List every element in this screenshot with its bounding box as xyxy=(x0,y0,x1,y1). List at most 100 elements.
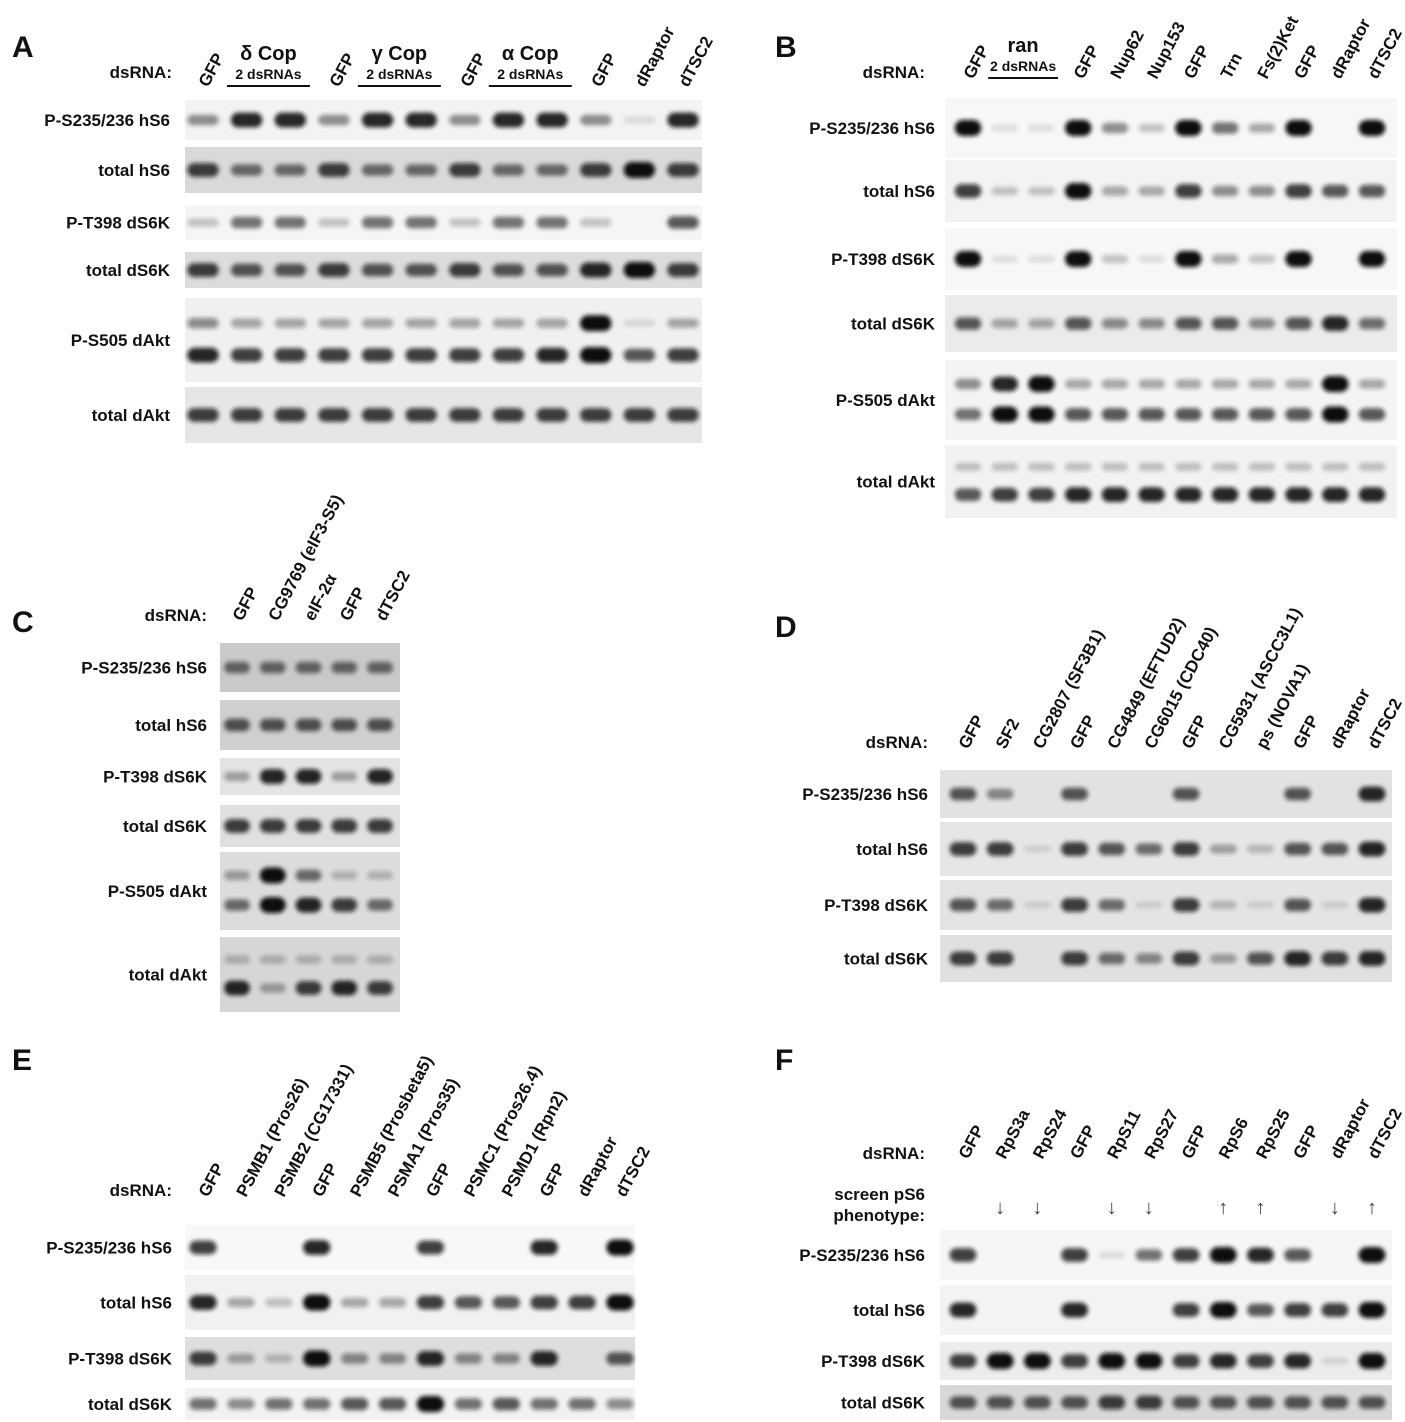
band xyxy=(1247,952,1274,965)
row-label: total hS6 xyxy=(853,1301,925,1320)
blot-strip xyxy=(220,852,400,930)
band xyxy=(492,1353,520,1364)
band xyxy=(1211,487,1239,503)
band xyxy=(991,376,1018,392)
band xyxy=(1322,184,1349,198)
band xyxy=(1098,952,1126,965)
band xyxy=(1321,901,1349,909)
band xyxy=(367,899,393,911)
band xyxy=(367,871,393,880)
band xyxy=(449,318,481,328)
band xyxy=(530,1398,558,1410)
band xyxy=(667,163,699,177)
band xyxy=(1172,1354,1200,1368)
band xyxy=(265,1398,293,1410)
band xyxy=(1209,1396,1237,1409)
band xyxy=(1248,408,1276,421)
band xyxy=(1284,1396,1312,1409)
band xyxy=(1101,487,1129,503)
band xyxy=(580,315,612,332)
band xyxy=(568,1398,596,1410)
blot-strip xyxy=(185,252,702,288)
band xyxy=(536,164,568,176)
row-label: P-S235/236 hS6 xyxy=(799,1246,925,1265)
blot-strip xyxy=(945,98,1397,158)
band xyxy=(1138,379,1165,389)
band xyxy=(224,955,250,964)
row-label: total hS6 xyxy=(856,840,928,859)
band xyxy=(1172,1396,1200,1409)
band xyxy=(1135,901,1163,909)
band xyxy=(1101,254,1129,264)
band xyxy=(259,955,286,964)
band xyxy=(991,255,1018,263)
band xyxy=(303,1350,331,1367)
band xyxy=(1358,951,1386,966)
band xyxy=(295,869,322,882)
band xyxy=(1209,844,1237,854)
band xyxy=(1358,786,1386,802)
band xyxy=(1101,462,1129,471)
band xyxy=(361,112,394,128)
band xyxy=(1135,843,1163,855)
band xyxy=(580,262,612,278)
band xyxy=(954,462,982,471)
band xyxy=(1061,951,1088,966)
band xyxy=(367,718,393,732)
band xyxy=(259,897,286,913)
band xyxy=(303,1294,331,1311)
blot-strip xyxy=(945,228,1397,290)
row-label: total dS6K xyxy=(841,1394,926,1413)
band xyxy=(295,897,322,913)
band xyxy=(623,319,656,327)
band xyxy=(295,981,322,995)
band xyxy=(1101,408,1129,421)
band xyxy=(378,1397,407,1411)
band xyxy=(265,1354,293,1363)
band xyxy=(1248,462,1276,471)
band xyxy=(1284,787,1312,801)
row-label: total dAkt xyxy=(129,966,208,985)
band xyxy=(1172,787,1200,801)
band xyxy=(606,1352,634,1365)
band xyxy=(1321,842,1349,856)
band xyxy=(580,408,612,422)
band xyxy=(378,1353,407,1364)
phenotype-arrow: ↓ xyxy=(1032,1197,1042,1219)
band xyxy=(361,164,394,176)
band xyxy=(1098,842,1126,856)
band xyxy=(1358,1247,1386,1263)
band xyxy=(986,899,1014,911)
band xyxy=(986,1353,1014,1369)
band xyxy=(986,1396,1014,1409)
band xyxy=(405,112,437,128)
band xyxy=(331,898,358,912)
band xyxy=(230,112,263,128)
band xyxy=(986,788,1014,800)
band xyxy=(1322,406,1349,423)
band xyxy=(1285,408,1312,421)
band xyxy=(1138,255,1165,263)
blot-strip xyxy=(185,1388,635,1420)
band xyxy=(259,718,286,732)
band xyxy=(405,318,437,328)
band xyxy=(954,488,982,501)
band xyxy=(361,408,394,422)
row-label: P-S505 dAkt xyxy=(71,331,171,350)
band xyxy=(416,1240,445,1255)
band xyxy=(1101,122,1129,134)
band xyxy=(949,951,977,966)
band xyxy=(187,218,219,227)
band xyxy=(1098,1251,1126,1259)
band xyxy=(189,1240,217,1255)
band xyxy=(1175,120,1202,136)
band xyxy=(1138,186,1165,196)
band xyxy=(1028,124,1055,132)
band xyxy=(340,1297,369,1308)
band xyxy=(230,408,263,422)
band xyxy=(1209,1302,1237,1318)
row-label: P-S505 dAkt xyxy=(836,391,936,410)
band xyxy=(1248,318,1276,329)
band xyxy=(1322,376,1349,392)
panel-letter: E xyxy=(12,1044,32,1077)
